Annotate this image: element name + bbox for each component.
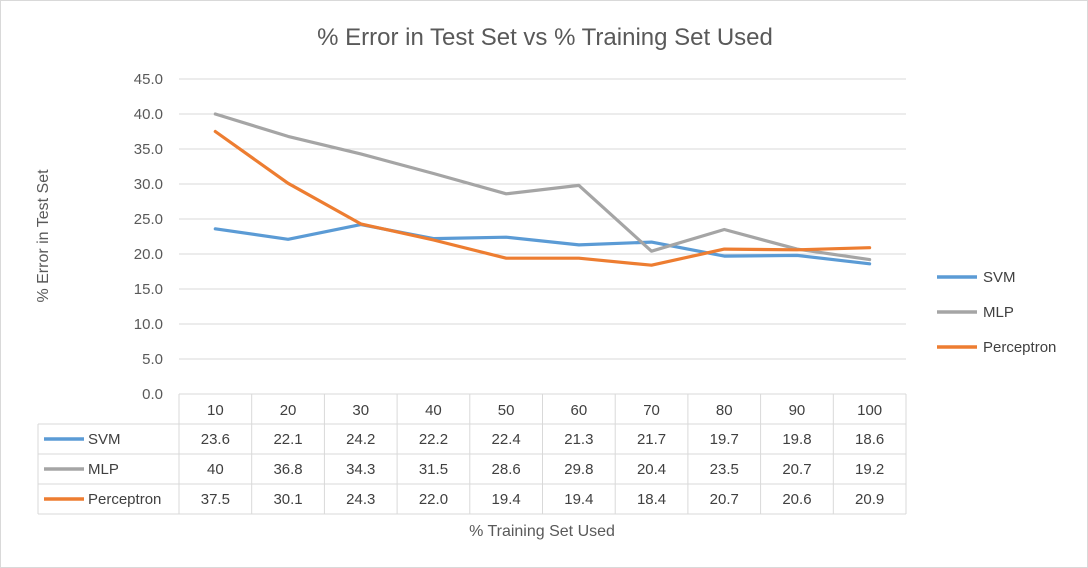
- table-cell: 24.3: [346, 491, 375, 508]
- table-cell: 31.5: [419, 461, 448, 478]
- table-cell: 18.4: [637, 491, 666, 508]
- table-cell: 20.7: [782, 461, 811, 478]
- table-cell: 37.5: [201, 491, 230, 508]
- x-tick-label: 100: [857, 402, 882, 419]
- data-table: 10 20 30 40 50 60 70 80 90 100 SVM 23.6 22.1 24.2 22.2…: [37, 393, 907, 515]
- series-lines: [213, 112, 872, 267]
- table-cell: 19.8: [782, 431, 811, 448]
- y-tick-label: 40.0: [134, 106, 163, 123]
- x-tick-label: 80: [716, 402, 733, 419]
- legend-label: SVM: [983, 269, 1016, 286]
- table-series-name: MLP: [88, 461, 119, 478]
- table-series-name: SVM: [88, 431, 121, 448]
- y-tick-label: 0.0: [142, 386, 163, 403]
- table-cell: 19.4: [564, 491, 593, 508]
- table-cell: 21.3: [564, 431, 593, 448]
- series-line-perceptron: [213, 129, 872, 267]
- x-tick-label: 30: [352, 402, 369, 419]
- series-line-svm: [213, 223, 872, 266]
- table-cell: 20.4: [637, 461, 666, 478]
- x-tick-label: 10: [207, 402, 224, 419]
- legend: SVM MLP Perceptron: [937, 269, 1056, 356]
- y-axis-label: % Error in Test Set: [35, 169, 52, 303]
- x-tick-label: 60: [571, 402, 588, 419]
- table-cell: 22.0: [419, 491, 448, 508]
- table-cell: 24.2: [346, 431, 375, 448]
- series-line-mlp: [213, 112, 872, 262]
- table-cell: 19.4: [492, 491, 521, 508]
- table-cell: 19.2: [855, 461, 884, 478]
- table-cell: 20.7: [710, 491, 739, 508]
- y-tick-label: 10.0: [134, 316, 163, 333]
- y-tick-label: 25.0: [134, 211, 163, 228]
- x-tick-label: 90: [789, 402, 806, 419]
- y-tick-label: 45.0: [134, 71, 163, 88]
- legend-label: MLP: [983, 304, 1014, 321]
- x-axis-label: % Training Set Used: [469, 523, 615, 540]
- table-cell: 36.8: [273, 461, 302, 478]
- y-tick-label: 35.0: [134, 141, 163, 158]
- table-cell: 40: [207, 461, 224, 478]
- table-cell: 20.6: [782, 491, 811, 508]
- table-series-name: Perceptron: [88, 491, 161, 508]
- gridlines: [179, 78, 906, 360]
- table-cell: 18.6: [855, 431, 884, 448]
- table-cell: 29.8: [564, 461, 593, 478]
- y-tick-label: 5.0: [142, 351, 163, 368]
- table-cell: 22.2: [419, 431, 448, 448]
- table-cell: 20.9: [855, 491, 884, 508]
- table-cell: 21.7: [637, 431, 666, 448]
- table-cell: 28.6: [492, 461, 521, 478]
- x-tick-label: 20: [280, 402, 297, 419]
- y-axis-ticks: 0.0 5.0 10.0 15.0 20.0 25.0 30.0 35.0 40.0 45.0: [134, 71, 163, 403]
- x-tick-label: 40: [425, 402, 442, 419]
- table-cell: 23.6: [201, 431, 230, 448]
- table-cell: 30.1: [273, 491, 302, 508]
- y-tick-label: 20.0: [134, 246, 163, 263]
- chart-title: % Error in Test Set vs % Training Set Us…: [317, 24, 773, 51]
- x-tick-label: 50: [498, 402, 515, 419]
- table-cell: 22.1: [273, 431, 302, 448]
- y-tick-label: 30.0: [134, 176, 163, 193]
- legend-label: Perceptron: [983, 339, 1056, 356]
- table-cell: 23.5: [710, 461, 739, 478]
- table-cell: 22.4: [492, 431, 521, 448]
- y-tick-label: 15.0: [134, 281, 163, 298]
- table-cell: 34.3: [346, 461, 375, 478]
- x-tick-label: 70: [643, 402, 660, 419]
- table-cell: 19.7: [710, 431, 739, 448]
